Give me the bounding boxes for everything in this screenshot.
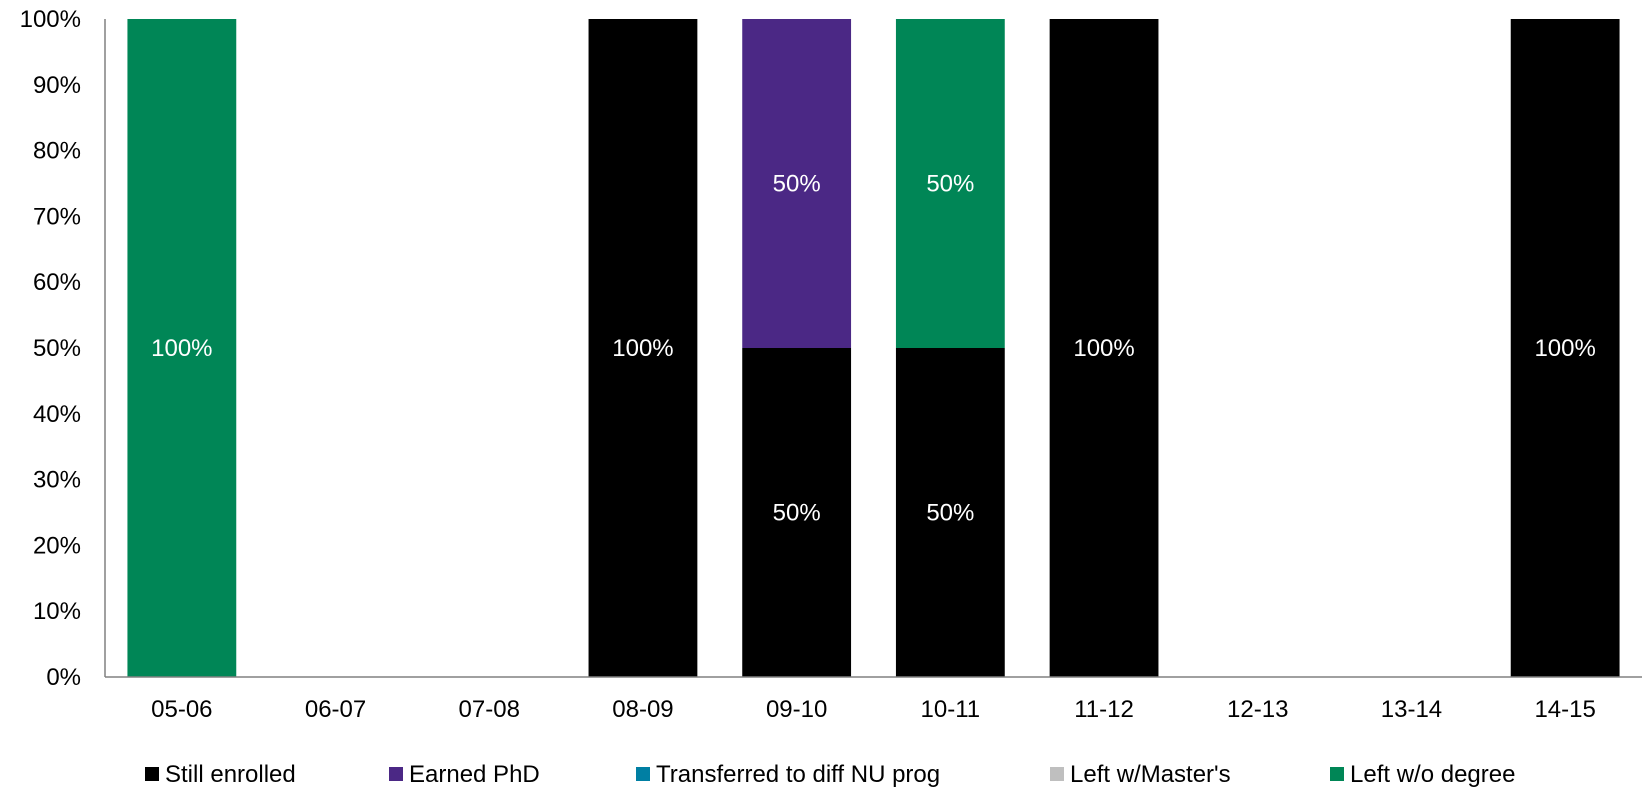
y-tick-label: 20% <box>33 532 81 559</box>
legend-item: Left w/Master's <box>1050 761 1231 788</box>
bar-segment <box>742 348 852 677</box>
data-labels: 100% 100% 50% 50% 50% 50% 100% 100% <box>151 171 1596 527</box>
y-tick-label: 70% <box>33 203 81 230</box>
legend-swatch <box>1330 767 1344 781</box>
data-label: 50% <box>926 500 974 527</box>
legend-swatch <box>1050 767 1064 781</box>
data-label: 100% <box>1534 335 1595 362</box>
y-tick-label: 60% <box>33 269 81 296</box>
x-tick-label: 07-08 <box>459 696 520 723</box>
y-tick-label: 100% <box>20 6 81 33</box>
legend-label: Still enrolled <box>165 761 296 788</box>
x-tick-label: 11-12 <box>1074 696 1134 723</box>
y-tick-label: 80% <box>33 138 81 165</box>
y-tick-label: 90% <box>33 72 81 99</box>
y-tick-label: 10% <box>33 598 81 625</box>
legend-swatch <box>636 767 650 781</box>
legend-item: Transferred to diff NU prog <box>636 761 940 788</box>
legend-label: Transferred to diff NU prog <box>656 761 940 788</box>
data-label: 50% <box>773 500 821 527</box>
legend-swatch <box>389 767 403 781</box>
x-tick-label: 06-07 <box>305 696 366 723</box>
x-tick-label: 13-14 <box>1381 696 1442 723</box>
y-axis-tick-labels: 0% 10% 20% 30% 40% 50% 60% 70% 80% 90% 100% <box>20 6 81 691</box>
x-tick-label: 12-13 <box>1227 696 1288 723</box>
bar-segment <box>895 19 1005 348</box>
bar-segment <box>127 19 237 677</box>
x-tick-label: 08-09 <box>612 696 673 723</box>
bar-segment <box>1049 19 1159 677</box>
y-tick-label: 50% <box>33 335 81 362</box>
axes <box>104 19 1642 678</box>
x-axis-tick-labels: 05-06 06-07 07-08 08-09 09-10 10-11 11-12 12-13… <box>151 696 1596 723</box>
data-label: 50% <box>926 171 974 198</box>
data-label: 100% <box>1073 335 1134 362</box>
legend: Still enrolled Earned PhD Transferred to d… <box>145 761 1515 788</box>
legend-item: Left w/o degree <box>1330 761 1515 788</box>
data-label: 100% <box>612 335 673 362</box>
data-label: 50% <box>773 171 821 198</box>
legend-label: Earned PhD <box>409 761 540 788</box>
x-tick-label: 05-06 <box>151 696 212 723</box>
legend-swatch <box>145 767 159 781</box>
legend-item: Still enrolled <box>145 761 296 788</box>
y-tick-label: 40% <box>33 401 81 428</box>
bars <box>127 19 1620 677</box>
y-tick-label: 0% <box>46 664 81 691</box>
x-tick-label: 10-11 <box>921 696 981 723</box>
y-tick-label: 30% <box>33 467 81 494</box>
data-label: 100% <box>151 335 212 362</box>
legend-label: Left w/Master's <box>1070 761 1231 788</box>
legend-item: Earned PhD <box>389 761 540 788</box>
x-tick-label: 09-10 <box>766 696 827 723</box>
bar-segment <box>742 19 852 348</box>
bar-segment <box>1510 19 1620 677</box>
bar-segment <box>895 348 1005 677</box>
x-tick-label: 14-15 <box>1534 696 1595 723</box>
bar-segment <box>588 19 698 677</box>
legend-label: Left w/o degree <box>1350 761 1515 788</box>
